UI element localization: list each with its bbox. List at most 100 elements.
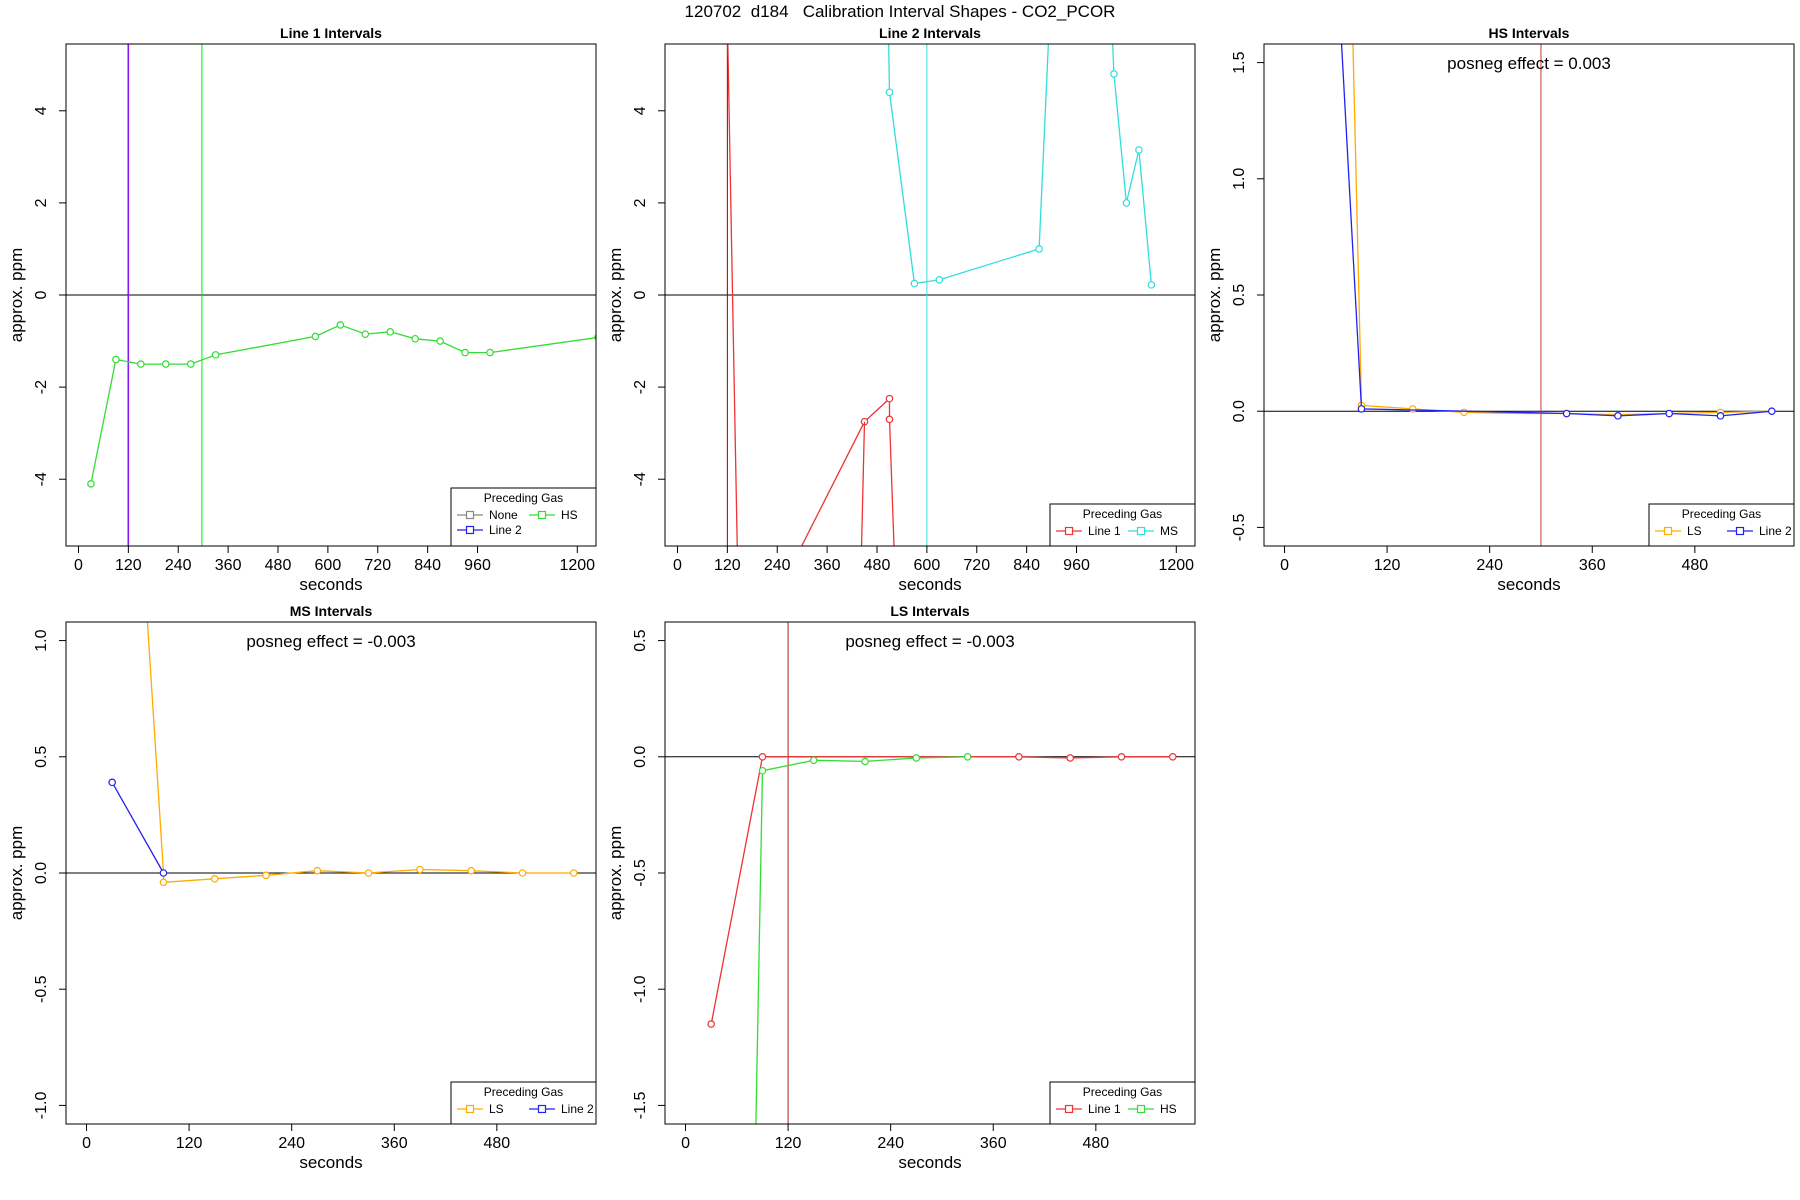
x-axis: 0 120 240 360 480 600 720 840 960 1200 seconds — [74, 545, 595, 594]
y-tick-label: 1.5 — [1231, 51, 1248, 73]
x-axis-label: seconds — [1497, 575, 1560, 594]
legend-label: Line 1 — [1088, 1102, 1121, 1116]
y-axis: -1.0 -0.5 0.0 0.5 1.0 approx. ppm — [7, 629, 67, 1120]
legend-box — [1049, 503, 1196, 547]
data-point — [210, 875, 219, 883]
plot-frame — [65, 43, 597, 547]
x-tick-label: 120 — [775, 1135, 802, 1152]
panel-title: Line 1 Intervals — [280, 25, 382, 41]
x-axis-label: seconds — [898, 575, 961, 594]
legend: Preceding Gas LS Line 2 — [450, 1081, 597, 1125]
x-tick-label: 240 — [1476, 557, 1503, 574]
series-line — [1340, 44, 1772, 417]
x-tick-label: 960 — [464, 557, 491, 574]
data-point — [1767, 407, 1776, 416]
legend-title: Preceding Gas — [1083, 1085, 1162, 1099]
data-point — [758, 752, 767, 761]
y-axis-label: approx. ppm — [7, 826, 26, 921]
data-point — [313, 866, 322, 875]
x-tick-label: 240 — [278, 1135, 305, 1152]
panel-title: Line 2 Intervals — [879, 25, 981, 41]
data-point — [161, 360, 170, 368]
data-point — [885, 88, 894, 97]
legend-box — [1648, 503, 1795, 547]
data-point — [1015, 752, 1023, 761]
data-point — [411, 334, 419, 343]
y-tick-label: -1.0 — [632, 975, 649, 1003]
data-point — [885, 394, 894, 403]
y-tick-label: 1.0 — [33, 629, 50, 651]
data-point — [861, 757, 869, 766]
legend-title: Preceding Gas — [484, 1085, 563, 1099]
data-point — [386, 328, 395, 336]
y-tick-label: 0.0 — [33, 862, 50, 884]
plot-area — [665, 44, 1195, 546]
data-point — [885, 415, 894, 424]
data-point — [758, 766, 767, 775]
plot-frame — [664, 621, 1196, 1125]
data-point — [1460, 408, 1468, 417]
x-tick-label: 1200 — [1158, 557, 1194, 574]
data-point — [569, 869, 578, 877]
series-line — [888, 44, 1153, 285]
plot-frame — [1263, 43, 1795, 547]
legend-label: Line 2 — [1759, 524, 1792, 538]
y-axis: -4 -2 0 2 4 approx. ppm — [7, 106, 67, 486]
plot-frame — [65, 621, 597, 1125]
x-tick-label: 240 — [764, 557, 791, 574]
x-tick-label: 0 — [681, 1135, 690, 1152]
legend-label: MS — [1160, 524, 1178, 538]
x-axis-label: seconds — [299, 575, 362, 594]
legend-label: Line 2 — [489, 523, 522, 537]
x-axis: 0 120 240 360 480 seconds — [681, 1123, 1109, 1172]
x-axis: 0 120 240 360 480 600 720 840 960 1200 seconds — [673, 545, 1194, 594]
y-tick-label: -0.5 — [632, 859, 649, 887]
data-point — [963, 752, 972, 761]
y-tick-label: -1.0 — [33, 1092, 50, 1120]
y-tick-label: 4 — [632, 106, 649, 115]
x-axis: 0 120 240 360 480 seconds — [1280, 545, 1708, 594]
data-point — [1562, 409, 1571, 418]
legend-swatch-marker — [465, 525, 475, 535]
y-tick-label: -4 — [632, 472, 649, 486]
data-point — [1135, 146, 1143, 154]
y-tick-label: 0 — [33, 290, 50, 299]
y-tick-label: 1.0 — [1231, 168, 1248, 190]
series-line — [710, 756, 1173, 1025]
data-point — [211, 351, 220, 359]
y-axis: -0.5 0.0 0.5 1.0 1.5 approx. ppm — [1205, 51, 1265, 542]
data-point — [1665, 409, 1673, 418]
x-tick-label: 600 — [914, 557, 941, 574]
y-tick-label: 0 — [632, 290, 649, 299]
y-axis-label: approx. ppm — [606, 248, 625, 343]
x-tick-label: 720 — [963, 557, 990, 574]
x-axis-label: seconds — [898, 1153, 961, 1172]
legend-swatch-marker — [1663, 526, 1673, 536]
data-point — [1110, 70, 1118, 78]
y-tick-label: 0.5 — [1231, 284, 1248, 306]
series-line — [111, 782, 165, 874]
legend: Preceding Gas Line 1 MS — [1049, 503, 1196, 547]
data-point — [1408, 405, 1417, 413]
y-tick-label: 2 — [632, 198, 649, 207]
x-tick-label: 0 — [1280, 557, 1289, 574]
legend: Preceding Gas Line 1 HS — [1049, 1081, 1196, 1125]
x-tick-label: 480 — [1082, 1135, 1109, 1152]
data-point — [262, 871, 270, 880]
legend: Preceding Gas LS Line 2 — [1648, 503, 1795, 547]
legend-swatch-marker — [465, 1104, 475, 1114]
data-point — [935, 276, 944, 284]
legend-title: Preceding Gas — [1682, 507, 1761, 521]
series-line — [860, 421, 866, 546]
y-tick-label: -0.5 — [1231, 514, 1248, 542]
y-tick-label: -4 — [33, 472, 50, 486]
x-tick-label: 480 — [483, 1135, 510, 1152]
posneg-annotation: posneg effect = -0.003 — [845, 632, 1014, 651]
plot-area — [1264, 44, 1794, 546]
x-tick-label: 240 — [165, 557, 192, 574]
y-tick-label: -2 — [33, 380, 50, 394]
posneg-annotation: posneg effect = -0.003 — [246, 632, 415, 651]
legend-box — [450, 1081, 597, 1125]
x-tick-label: 360 — [980, 1135, 1007, 1152]
